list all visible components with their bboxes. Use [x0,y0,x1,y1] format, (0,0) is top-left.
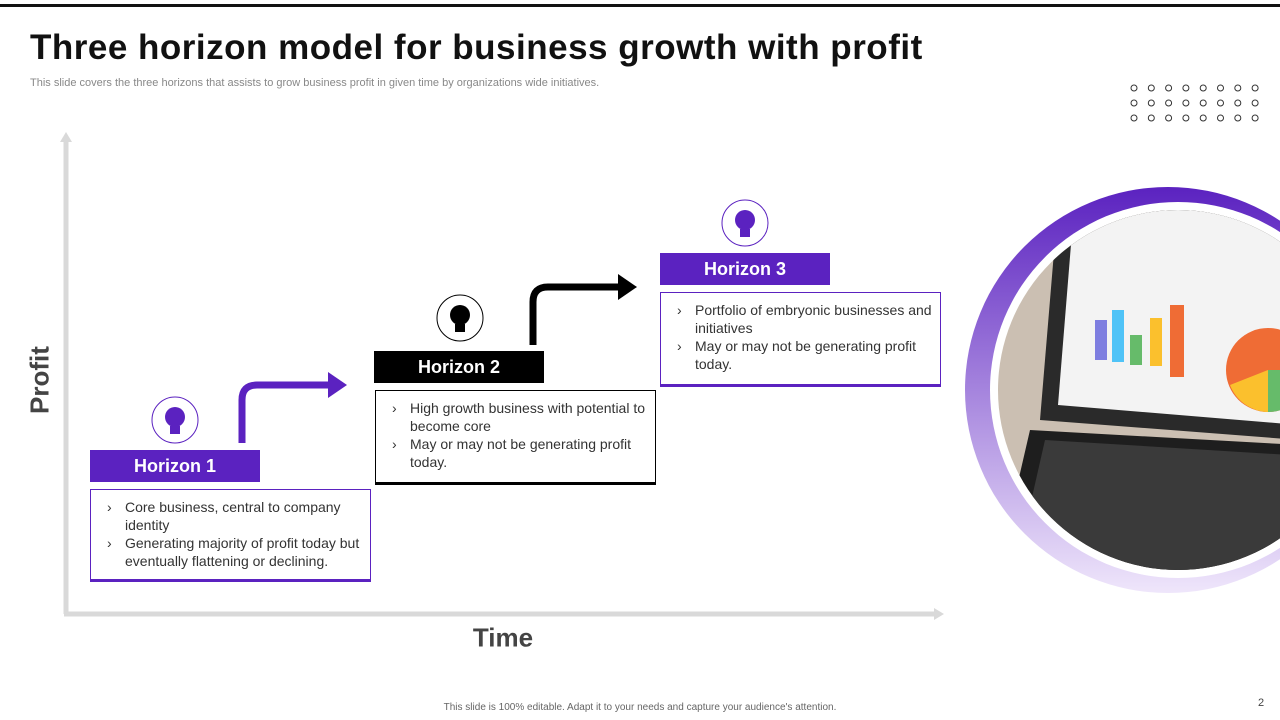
y-axis-label: Profit [24,346,55,414]
horizon-label: Horizon 1 [90,450,260,482]
dot [1130,84,1138,92]
dot [1217,114,1224,122]
dot [1234,114,1242,122]
dot [1147,99,1155,107]
top-rule [0,4,1280,7]
bullet: Core business, central to company identi… [107,498,365,534]
arrow-head [328,372,347,398]
dot [1165,84,1173,92]
bullet: Portfolio of embryonic businesses and in… [677,301,935,337]
horizon-box: Portfolio of embryonic businesses and in… [660,292,941,387]
dot [1199,84,1207,92]
bullet: May or may not be generating profit toda… [392,435,650,471]
bulb-icon [436,294,484,342]
dot [1130,114,1138,122]
dot [1251,84,1259,92]
dot [1217,84,1224,92]
dot [1182,84,1190,92]
x-axis-label: Time [472,622,534,653]
axes [60,132,944,620]
title: Three horizon model for business growth … [30,28,923,67]
bulb-icon [721,199,769,247]
subtitle: This slide covers the three horizons tha… [30,77,600,89]
dot [1234,99,1242,107]
dot [1130,99,1138,107]
bulb-icon [151,396,199,444]
horizon-label: Horizon 3 [660,253,830,285]
arrow-head [618,274,637,300]
dot [1165,114,1173,122]
dot [1147,114,1155,122]
step-arrow [529,283,620,345]
dot [1251,114,1259,122]
bullet: Generating majority of profit today but … [107,534,365,570]
dot [1182,99,1190,107]
dot [1199,99,1207,107]
bullet: High growth business with potential to b… [392,399,650,435]
dot [1182,114,1190,122]
dot [1165,99,1173,107]
bullet: May or may not be generating profit toda… [677,337,935,373]
footer-note: This slide is 100% editable. Adapt it to… [443,702,837,713]
dot-grid [1130,84,1259,122]
step-arrow [238,381,330,443]
horizon-label: Horizon 2 [374,351,544,383]
dot [1217,99,1224,107]
dot [1234,84,1242,92]
horizon-box: High growth business with potential to b… [375,390,656,485]
dot [1251,99,1259,107]
dot [1199,114,1207,122]
page-number: 2 [1258,697,1265,709]
dot [1147,84,1155,92]
horizon-box: Core business, central to company identi… [90,489,371,582]
